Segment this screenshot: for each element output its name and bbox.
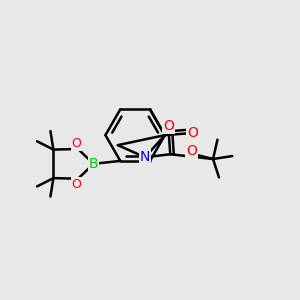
Text: O: O (72, 136, 82, 149)
Text: O: O (186, 144, 197, 158)
Text: B: B (89, 157, 98, 171)
Text: N: N (140, 150, 150, 164)
Text: O: O (187, 126, 198, 140)
Text: O: O (163, 119, 174, 133)
Text: O: O (72, 178, 82, 191)
